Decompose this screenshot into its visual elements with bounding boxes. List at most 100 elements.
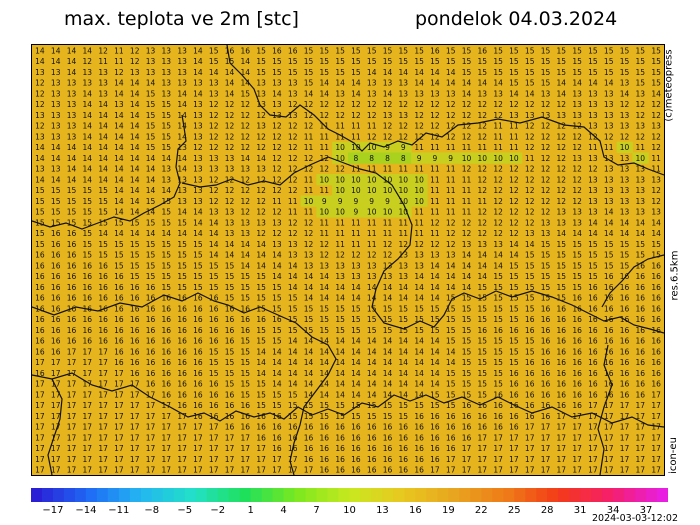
temperature-value: 14 <box>509 251 519 260</box>
temperature-value: 14 <box>320 358 330 367</box>
temperature-value: 16 <box>146 304 156 313</box>
temperature-value: 11 <box>446 165 456 174</box>
temperature-value: 15 <box>351 46 361 55</box>
temperature-value: 14 <box>288 283 298 292</box>
temperature-value: 14 <box>572 229 582 238</box>
cool-cell <box>458 152 475 164</box>
temperature-value: 15 <box>383 401 393 410</box>
temperature-value: 17 <box>83 380 93 389</box>
colorbar-tick-label: 28 <box>540 505 554 516</box>
temperature-value: 16 <box>651 358 661 367</box>
temperature-value: 13 <box>430 89 440 98</box>
temperature-value: 13 <box>272 111 282 120</box>
temperature-value: 15 <box>241 347 251 356</box>
temperature-value: 14 <box>430 337 440 346</box>
temperature-value: 12 <box>383 240 393 249</box>
temperature-value: 11 <box>320 218 330 227</box>
temperature-value: 14 <box>114 165 124 174</box>
temperature-value: 15 <box>588 57 598 66</box>
temperature-value: 16 <box>399 444 409 453</box>
temperature-value: 15 <box>193 240 203 249</box>
temperature-value: 16 <box>493 326 503 335</box>
temperature-value: 17 <box>193 466 203 475</box>
temperature-value: 15 <box>367 46 377 55</box>
temperature-value: 16 <box>509 390 519 399</box>
temperature-value: 11 <box>525 154 535 163</box>
colorbar-cell <box>624 488 636 502</box>
temperature-value: 16 <box>51 294 61 303</box>
temperature-value: 16 <box>114 294 124 303</box>
temperature-value: 15 <box>493 358 503 367</box>
temperature-value: 12 <box>335 165 345 174</box>
temperature-value: 14 <box>83 122 93 131</box>
temperature-value: 17 <box>162 466 172 475</box>
temperature-value: 16 <box>541 369 551 378</box>
temperature-value: 16 <box>462 412 472 421</box>
temperature-value: 14 <box>462 79 472 88</box>
temperature-value: 12 <box>209 100 219 109</box>
temperature-value: 15 <box>572 261 582 270</box>
cool-cell <box>332 195 349 207</box>
colorbar-cell <box>580 488 592 502</box>
temperature-value: 15 <box>256 283 266 292</box>
temperature-value: 14 <box>98 165 108 174</box>
temperature-value: 13 <box>383 261 393 270</box>
temperature-value: 16 <box>572 294 582 303</box>
temperature-value: 13 <box>399 89 409 98</box>
temperature-value: 12 <box>241 122 251 131</box>
temperature-value: 15 <box>430 401 440 410</box>
temperature-value: 17 <box>51 401 61 410</box>
temperature-value: 15 <box>604 261 614 270</box>
temperature-value: 15 <box>462 380 472 389</box>
temperature-value: 17 <box>193 423 203 432</box>
temperature-value: 13 <box>572 218 582 227</box>
temperature-value: 15 <box>35 186 45 195</box>
temperature-value: 17 <box>51 390 61 399</box>
temperature-value: 13 <box>620 111 630 120</box>
temperature-value: 16 <box>636 337 646 346</box>
temperature-value: 14 <box>493 261 503 270</box>
temperature-value: 12 <box>209 186 219 195</box>
temperature-value: 16 <box>588 326 598 335</box>
temperature-value: 16 <box>335 466 345 475</box>
temperature-value: 15 <box>588 272 598 281</box>
temperature-value: 15 <box>462 347 472 356</box>
temperature-value: 12 <box>525 208 535 217</box>
temperature-value: 15 <box>367 57 377 66</box>
temperature-value: 16 <box>541 304 551 313</box>
temperature-value: 15 <box>51 197 61 206</box>
temperature-value: 15 <box>572 57 582 66</box>
temperature-value: 15 <box>509 315 519 324</box>
temperature-value: 16 <box>51 240 61 249</box>
temperature-value: 15 <box>493 283 503 292</box>
temperature-value: 17 <box>177 455 187 464</box>
temperature-value: 13 <box>572 100 582 109</box>
temperature-value: 16 <box>51 347 61 356</box>
temperature-value: 14 <box>604 208 614 217</box>
temperature-value: 17 <box>130 390 140 399</box>
colorbar-cell <box>107 488 120 502</box>
temperature-value: 13 <box>146 68 156 77</box>
colorbar-cell <box>481 488 493 502</box>
temperature-value: 15 <box>51 208 61 217</box>
temperature-value: 16 <box>193 390 203 399</box>
temperature-value: 17 <box>98 455 108 464</box>
temperature-value: 12 <box>320 165 330 174</box>
temperature-value: 16 <box>35 369 45 378</box>
temperature-value: 15 <box>414 326 424 335</box>
temperature-value: 17 <box>177 466 187 475</box>
temperature-value: 12 <box>509 165 519 174</box>
temperature-value: 14 <box>130 208 140 217</box>
temperature-value: 12 <box>256 197 266 206</box>
temperature-value: 9 <box>338 197 343 206</box>
temperature-value: 11 <box>430 175 440 184</box>
temperature-value: 16 <box>177 380 187 389</box>
temperature-value: 14 <box>383 369 393 378</box>
temperature-value: 17 <box>177 444 187 453</box>
temperature-value: 15 <box>162 208 172 217</box>
temperature-value: 14 <box>335 79 345 88</box>
temperature-value: 15 <box>335 57 345 66</box>
temperature-value: 13 <box>636 175 646 184</box>
temperature-value: 16 <box>146 294 156 303</box>
temperature-value: 16 <box>620 369 630 378</box>
